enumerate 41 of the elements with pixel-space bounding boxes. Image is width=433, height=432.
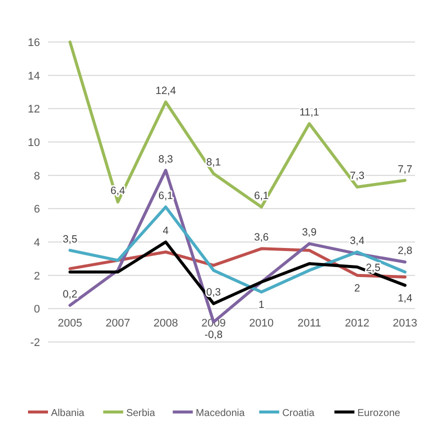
legend-label: Croatia: [282, 408, 315, 419]
data-label: 0,2: [62, 288, 78, 300]
x-tick-label: 2011: [297, 318, 322, 330]
data-label: 6,1: [158, 190, 174, 202]
y-tick-label: 0: [34, 304, 40, 316]
y-tick-label: 16: [28, 37, 40, 49]
y-tick-label: 6: [34, 204, 40, 216]
data-label: 2,8: [398, 245, 412, 257]
data-label: 3,4: [350, 235, 365, 247]
x-tick-label: 2013: [392, 318, 418, 330]
data-label: 12,4: [155, 85, 176, 97]
data-label: 7,3: [350, 170, 365, 182]
legend-label: Albania: [51, 408, 85, 419]
data-label: 2,5: [366, 262, 381, 274]
x-tick-label: 2007: [106, 318, 130, 330]
data-label: 1,4: [398, 292, 412, 304]
y-tick-label: 12: [28, 104, 40, 116]
data-label: 11,1: [299, 106, 320, 119]
y-tick-label: 4: [34, 237, 40, 249]
legend-label: Serbia: [126, 408, 156, 419]
data-label: 4: [162, 225, 169, 237]
data-label: 1: [258, 299, 265, 311]
data-label: 3,6: [254, 232, 269, 244]
y-tick-label: 10: [28, 137, 40, 149]
data-label: 3,5: [62, 233, 78, 246]
data-label: 3,9: [302, 226, 317, 239]
x-tick-label: 2005: [58, 318, 82, 330]
y-tick-label: 8: [34, 170, 40, 182]
data-label: 0,3: [206, 286, 222, 299]
data-label: 8,3: [158, 153, 174, 166]
legend-label: Eurozone: [357, 408, 401, 419]
x-tick-label: 2008: [153, 318, 178, 330]
data-label: 2: [354, 282, 360, 294]
x-tick-label: 2010: [249, 318, 274, 330]
y-tick-label: -2: [30, 337, 40, 349]
x-tick-label: 2012: [344, 318, 370, 330]
data-label: -0,8: [204, 329, 223, 341]
legend-label: Macedonia: [196, 408, 246, 419]
data-label: 7,7: [398, 163, 412, 176]
y-tick-label: 2: [34, 270, 40, 282]
y-tick-label: 14: [28, 70, 40, 82]
